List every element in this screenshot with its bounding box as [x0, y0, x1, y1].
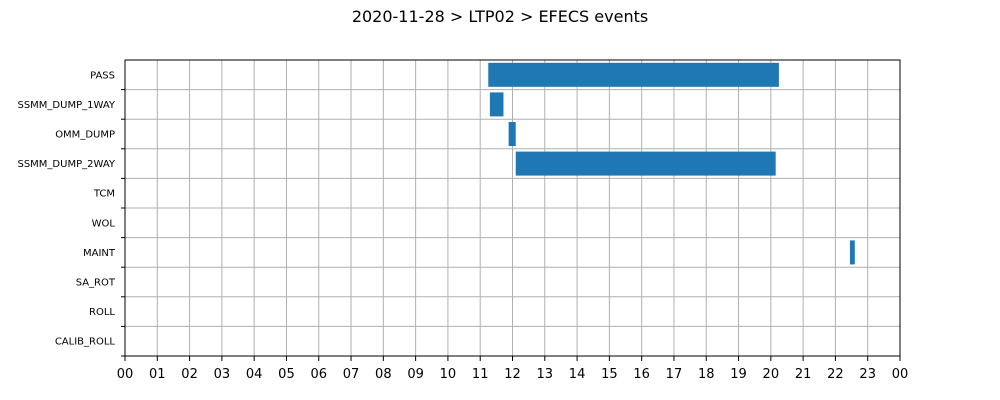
y-tick-label: TCM	[93, 189, 115, 200]
x-tick-label: 22	[827, 367, 844, 382]
x-tick-label: 20	[763, 367, 780, 382]
y-tick-label: WOL	[92, 218, 116, 229]
event-bar-ssmm-dump-1way	[489, 92, 504, 117]
y-tick-label: SA_ROT	[76, 278, 116, 289]
x-tick-label: 03	[214, 367, 231, 382]
x-tick-label: 12	[504, 367, 521, 382]
x-tick-label: 08	[375, 367, 392, 382]
event-bar-ssmm-dump-2way	[515, 151, 776, 176]
x-tick-label: 10	[440, 367, 457, 382]
x-tick-label: 14	[569, 367, 586, 382]
event-bar-maint	[849, 240, 855, 265]
x-tick-label: 06	[310, 367, 327, 382]
x-tick-label: 18	[698, 367, 715, 382]
x-tick-label: 02	[181, 367, 198, 382]
y-tick-label: OMM_DUMP	[55, 130, 115, 141]
y-axis: PASS SSMM_DUMP_1WAY OMM_DUMP SSMM_DUMP_2WAY…	[17, 70, 125, 357]
x-tick-label: 17	[666, 367, 683, 382]
x-tick-label: 01	[149, 367, 166, 382]
x-tick-label: 16	[633, 367, 650, 382]
y-tick-label: CALIB_ROLL	[55, 337, 116, 348]
y-tick-label: PASS	[90, 70, 115, 81]
x-tick-label: 00	[117, 367, 134, 382]
x-tick-label: 13	[537, 367, 554, 382]
x-tick-label: 04	[246, 367, 263, 382]
event-bars	[488, 62, 855, 265]
y-tick-label: MAINT	[83, 248, 116, 259]
x-tick-label: 23	[859, 367, 876, 382]
event-bar-omm-dump	[508, 122, 516, 146]
x-tick-label: 11	[472, 367, 489, 382]
x-tick-label: 19	[730, 367, 747, 382]
y-tick-label: SSMM_DUMP_2WAY	[17, 159, 115, 170]
x-tick-label: 09	[407, 367, 424, 382]
x-tick-label: 05	[278, 367, 295, 382]
x-tick-label: 07	[343, 367, 360, 382]
grid	[125, 60, 900, 356]
chart-title: 2020-11-28 > LTP02 > EFECS events	[352, 7, 648, 26]
x-tick-label: 15	[601, 367, 618, 382]
x-tick-label: 21	[795, 367, 812, 382]
event-bar-pass	[488, 62, 779, 87]
y-tick-label: SSMM_DUMP_1WAY	[17, 100, 115, 111]
x-axis: 00 01 02 03 04 05 06 07 08 09 10 11 12 13 14 15 16 17 18 19…	[117, 356, 909, 382]
x-tick-label: 00	[892, 367, 909, 382]
y-tick-label: ROLL	[89, 307, 115, 318]
